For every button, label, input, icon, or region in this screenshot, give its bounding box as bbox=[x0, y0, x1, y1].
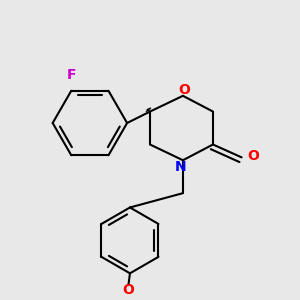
Text: O: O bbox=[178, 82, 190, 97]
Text: O: O bbox=[123, 284, 134, 298]
Text: F: F bbox=[67, 68, 76, 82]
Text: O: O bbox=[247, 149, 259, 163]
Text: N: N bbox=[175, 160, 186, 173]
